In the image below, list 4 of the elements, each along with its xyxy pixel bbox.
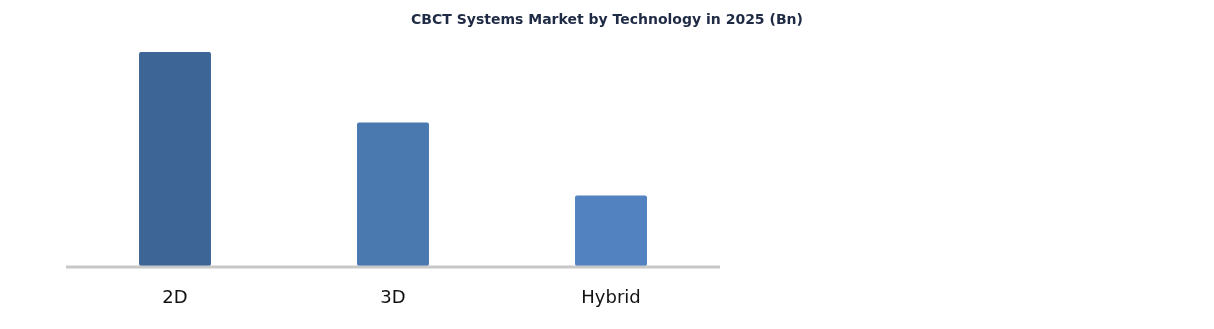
chart-title: CBCT Systems Market by Technology in 2025 (Bn) <box>411 11 803 27</box>
x-tick-label: Hybrid <box>581 286 641 307</box>
x-tick-label: 2D <box>162 286 188 307</box>
x-tick-label: 3D <box>380 286 406 307</box>
